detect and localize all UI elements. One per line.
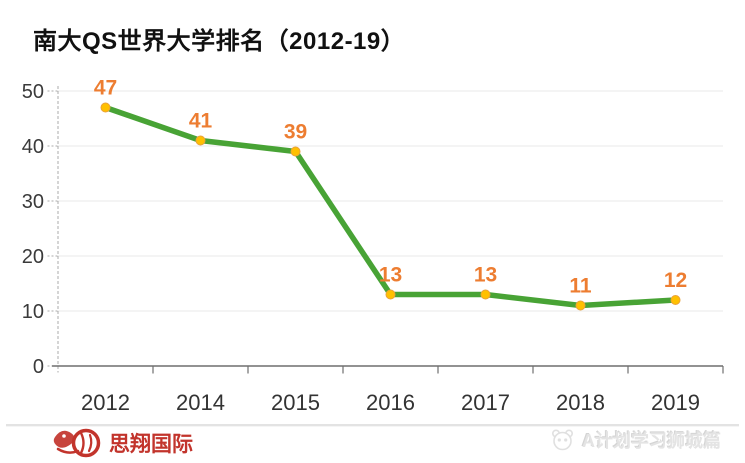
panda-icon — [551, 429, 573, 451]
data-label: 12 — [664, 269, 687, 292]
data-label: 47 — [94, 77, 117, 100]
x-tick-label: 2017 — [461, 390, 510, 415]
data-label: 13 — [474, 264, 497, 287]
footer-brand: 思翔国际 — [50, 424, 193, 462]
y-tick-label: 50 — [22, 81, 44, 103]
data-label: 11 — [569, 275, 592, 298]
y-tick-label: 20 — [22, 246, 44, 268]
y-tick-label: 0 — [33, 356, 44, 378]
data-point — [480, 289, 491, 300]
data-label: 41 — [189, 110, 213, 133]
data-label: 13 — [379, 264, 402, 287]
x-tick-label: 2014 — [176, 390, 225, 415]
x-tick-label: 2019 — [651, 390, 700, 415]
x-tick-label: 2018 — [556, 390, 605, 415]
footer-divider — [6, 424, 739, 426]
data-point — [195, 135, 206, 146]
watermark-text: A计划学习狮城篇 — [582, 431, 721, 451]
data-point — [385, 289, 396, 300]
footer-watermark: A计划学习狮城篇 — [549, 427, 721, 453]
data-label: 39 — [284, 121, 307, 144]
brand-logo-icon — [53, 428, 101, 458]
data-point — [575, 300, 586, 311]
data-point — [670, 295, 681, 305]
data-point — [290, 146, 301, 157]
data-point — [100, 102, 111, 113]
brand-name: 思翔国际 — [109, 433, 193, 456]
x-tick-label: 2015 — [271, 390, 320, 415]
chart-title: 南大QS世界大学排名（2012-19） — [33, 28, 406, 55]
y-tick-label: 30 — [22, 191, 44, 213]
x-tick-label: 2012 — [81, 390, 130, 415]
x-tick-label: 2016 — [366, 390, 415, 415]
y-tick-label: 10 — [22, 301, 44, 323]
y-tick-label: 40 — [22, 136, 44, 158]
